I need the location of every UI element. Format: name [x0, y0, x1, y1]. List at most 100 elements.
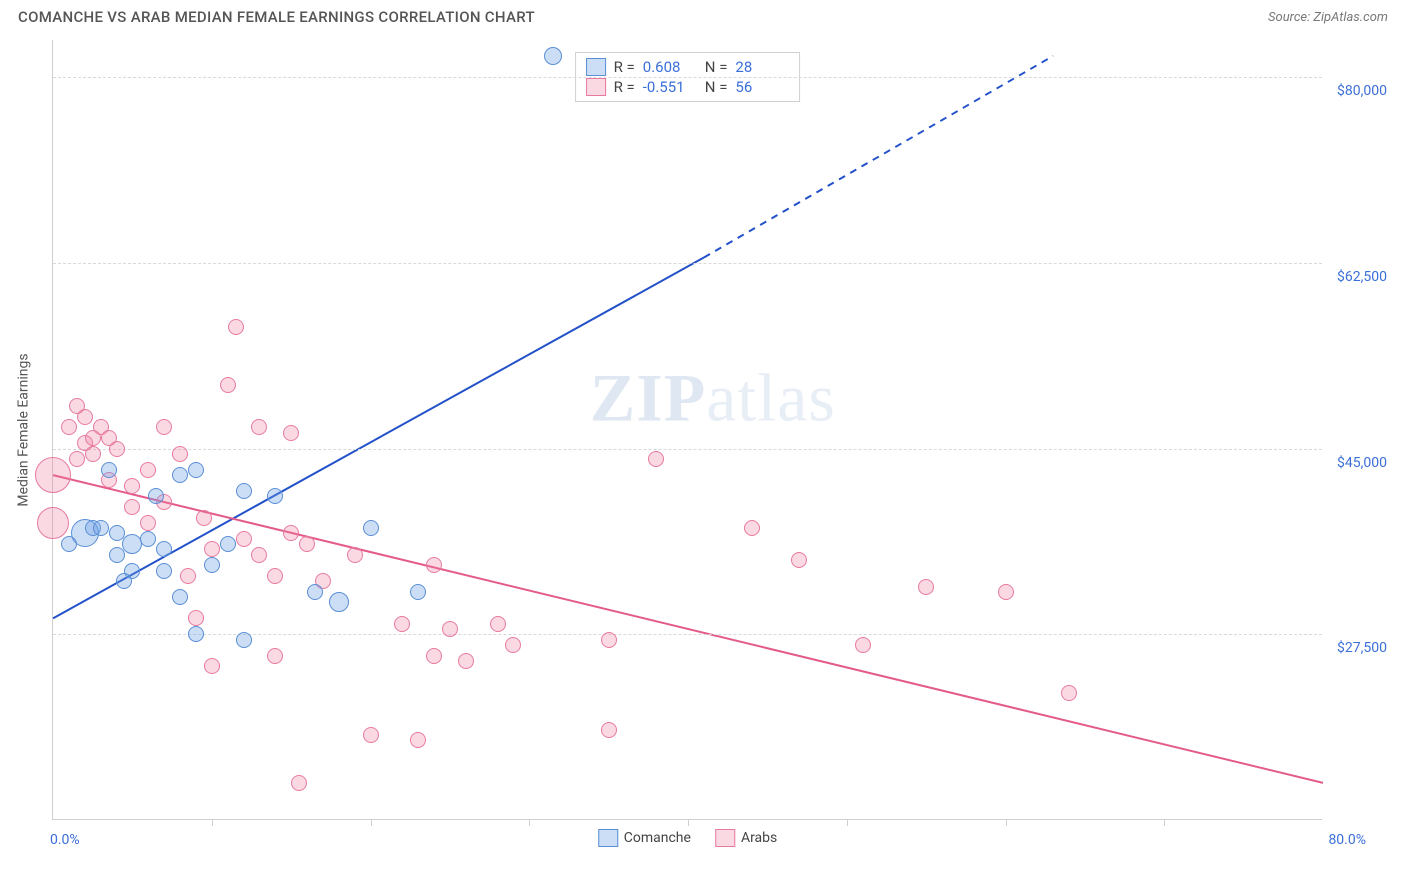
arab-point: [998, 584, 1014, 600]
gridline: [53, 449, 1322, 450]
n-label: N =: [705, 78, 728, 96]
x-tick: [688, 819, 689, 826]
legend-item: Arabs: [715, 829, 777, 847]
y-tick-label: $27,500: [1337, 640, 1387, 656]
arab-point: [855, 637, 871, 653]
x-tick: [212, 819, 213, 826]
arab-point: [124, 499, 140, 515]
arab-point: [442, 621, 458, 637]
comanche-point: [172, 467, 188, 483]
arab-point: [283, 425, 299, 441]
y-axis-label-wrap: Median Female Earnings: [14, 40, 34, 820]
arab-point: [77, 409, 93, 425]
comanche-point: [156, 541, 172, 557]
arab-point: [188, 610, 204, 626]
series-legend: Comanche Arabs: [598, 829, 778, 847]
source-label: Source: ZipAtlas.com: [1268, 10, 1388, 25]
y-axis-label: Median Female Earnings: [16, 353, 32, 506]
chart-title: COMANCHE VS ARAB MEDIAN FEMALE EARNINGS …: [18, 8, 535, 26]
comanche-point: [410, 584, 426, 600]
arab-point: [490, 616, 506, 632]
arab-point: [140, 515, 156, 531]
arab-point: [347, 547, 363, 563]
comanche-point: [307, 584, 323, 600]
n-label: N =: [705, 58, 728, 76]
x-tick: [1006, 819, 1007, 826]
x-tick: [371, 819, 372, 826]
comanche-point: [101, 462, 117, 478]
gridline: [53, 77, 1322, 78]
r-value: 0.608: [643, 58, 697, 76]
comanche-point: [109, 525, 125, 541]
comanche-point: [140, 531, 156, 547]
legend-swatch: [586, 78, 606, 96]
comanche-point: [109, 547, 125, 563]
x-axis-max-label: 80.0%: [1328, 832, 1366, 848]
arab-point: [791, 552, 807, 568]
legend-label: Arabs: [741, 830, 777, 846]
arab-point: [35, 457, 71, 493]
regression-lines-svg: [53, 40, 1323, 820]
stats-row: R = -0.551 N = 56: [586, 77, 790, 97]
comanche-point: [204, 557, 220, 573]
arab-point: [648, 451, 664, 467]
y-tick-label: $45,000: [1337, 455, 1387, 471]
legend-swatch: [598, 829, 618, 847]
comanche-point: [267, 488, 283, 504]
comanche-point: [220, 536, 236, 552]
arab-point: [220, 377, 236, 393]
arab-point: [601, 722, 617, 738]
arab-point: [363, 727, 379, 743]
arab-point: [426, 648, 442, 664]
arab-point: [180, 568, 196, 584]
r-value: -0.551: [643, 78, 697, 96]
x-axis-min-label: 0.0%: [50, 832, 80, 848]
comanche-point: [188, 462, 204, 478]
r-label: R =: [614, 58, 635, 76]
arab-point: [410, 732, 426, 748]
comanche-point: [93, 520, 109, 536]
comanche-point: [172, 589, 188, 605]
plot-wrap: Median Female Earnings ZIPatlas R =0.608…: [52, 40, 1388, 820]
legend-swatch: [586, 58, 606, 76]
arab-point: [918, 579, 934, 595]
arab-point: [394, 616, 410, 632]
arab-point: [37, 507, 69, 539]
arab-point: [744, 520, 760, 536]
arab-point: [196, 510, 212, 526]
x-tick: [1164, 819, 1165, 826]
arab-point: [140, 462, 156, 478]
y-tick-label: $80,000: [1337, 83, 1387, 99]
stats-row: R = 0.608 N = 28: [586, 57, 790, 77]
arab-point: [1061, 685, 1077, 701]
r-label: R =: [614, 78, 635, 96]
plot-area: ZIPatlas R =0.608N =28R =-0.551N =56 Com…: [52, 40, 1322, 820]
comanche-point: [116, 573, 132, 589]
arab-point: [85, 446, 101, 462]
arab-point: [236, 531, 252, 547]
arab-point: [69, 451, 85, 467]
arab-point: [156, 419, 172, 435]
gridline: [53, 263, 1322, 264]
arab-point: [251, 419, 267, 435]
arab-point: [109, 441, 125, 457]
arab-point: [267, 568, 283, 584]
n-value: 28: [735, 58, 789, 76]
arab-point: [505, 637, 521, 653]
comanche-point: [188, 626, 204, 642]
arab-point: [426, 557, 442, 573]
legend-item: Comanche: [598, 829, 691, 847]
comanche-point: [544, 47, 562, 65]
comanche-point: [363, 520, 379, 536]
n-value: 56: [735, 78, 789, 96]
arab-point: [283, 525, 299, 541]
arab-point: [267, 648, 283, 664]
arab-point: [601, 632, 617, 648]
arab-point: [61, 419, 77, 435]
regression-line: [53, 475, 1323, 783]
arab-point: [299, 536, 315, 552]
arab-point: [204, 658, 220, 674]
y-tick-label: $62,500: [1337, 269, 1387, 285]
x-tick: [847, 819, 848, 826]
arab-point: [458, 653, 474, 669]
